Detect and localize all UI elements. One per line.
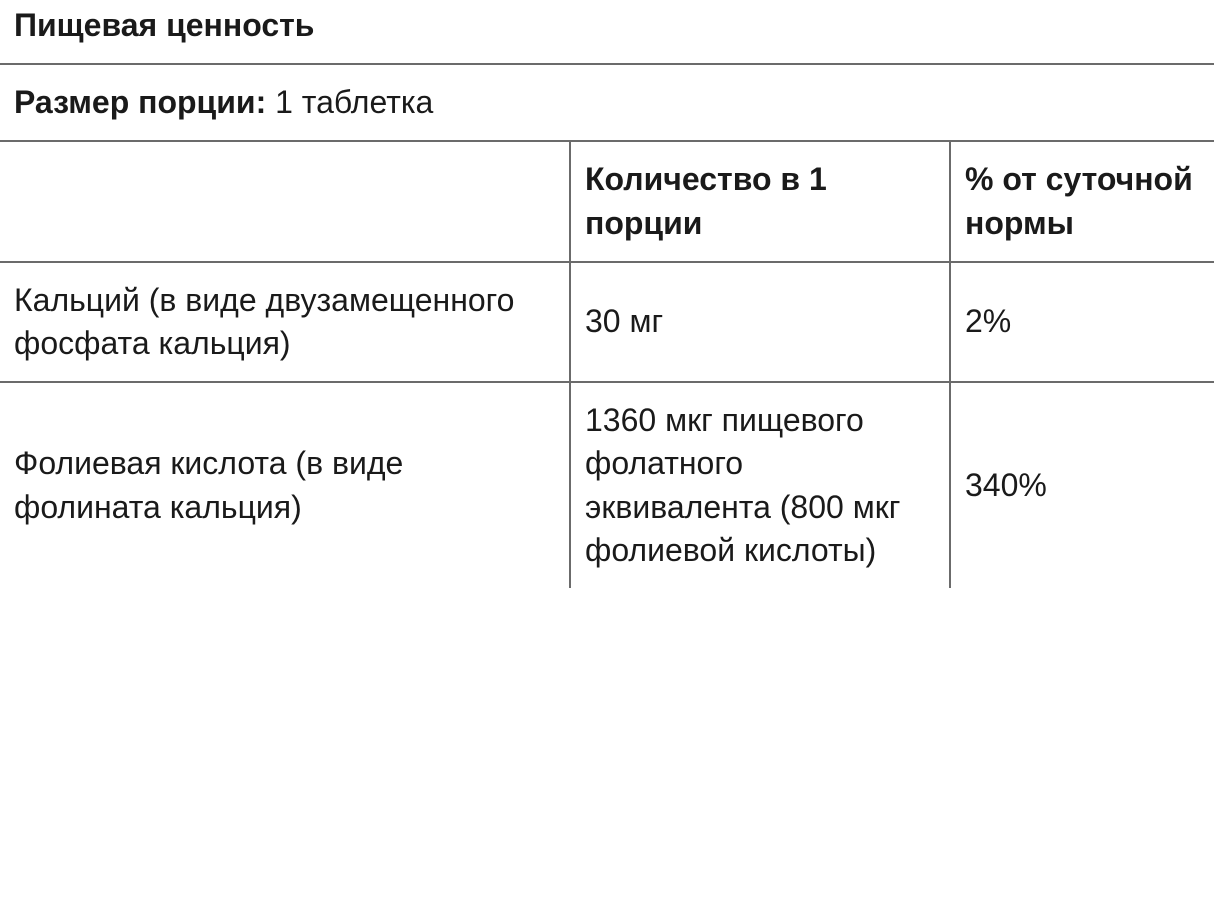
serving-size-row: Размер порции: 1 таблетка (0, 64, 1214, 141)
table-header-row: Количество в 1 порции % от суточной норм… (0, 141, 1214, 261)
header-amount: Количество в 1 порции (570, 141, 950, 261)
serving-size-value: 1 таблетка (275, 84, 433, 120)
cell-amount: 30 мг (570, 262, 950, 382)
nutrition-table: Пищевая ценность Размер порции: 1 таблет… (0, 0, 1214, 588)
cell-name: Фолиевая кислота (в виде фолината кальци… (0, 382, 570, 588)
cell-amount: 1360 мкг пищевого фолатного эквивалента … (570, 382, 950, 588)
serving-size-label: Размер порции: (14, 84, 266, 120)
header-name (0, 141, 570, 261)
cell-name: Кальций (в виде двузамещенного фосфата к… (0, 262, 570, 382)
cell-dv: 2% (950, 262, 1214, 382)
table-row: Кальций (в виде двузамещенного фосфата к… (0, 262, 1214, 382)
header-dv: % от суточной нормы (950, 141, 1214, 261)
table-row: Фолиевая кислота (в виде фолината кальци… (0, 382, 1214, 588)
table-title: Пищевая ценность (0, 0, 1214, 64)
cell-dv: 340% (950, 382, 1214, 588)
